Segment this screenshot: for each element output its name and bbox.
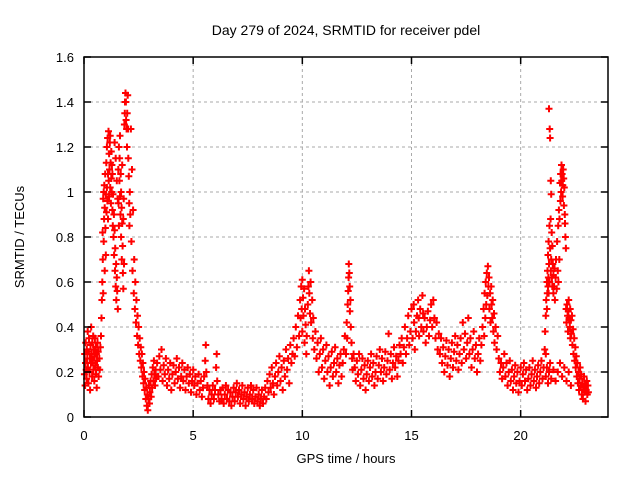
y-tick-label: 0.2	[56, 365, 74, 380]
x-tick-label: 0	[80, 428, 87, 443]
axis-ticks	[83, 56, 608, 418]
x-tick-label: 20	[513, 428, 527, 443]
chart-title: Day 279 of 2024, SRMTID for receiver pde…	[212, 22, 480, 38]
y-tick-label: 1	[67, 185, 74, 200]
x-tick-label: 10	[295, 428, 309, 443]
series-srmtid-markers	[80, 89, 592, 414]
y-tick-label: 0.6	[56, 275, 74, 290]
y-tick-label: 1.4	[56, 95, 74, 110]
y-tick-label: 0	[67, 410, 74, 425]
tick-labels: 0 5 10 15 20 0 0.2 0.4 0.6 0.8 1 1.2 1.4 1.6	[56, 50, 528, 443]
x-axis-label: GPS time / hours	[297, 451, 396, 466]
y-tick-label: 1.2	[56, 140, 74, 155]
y-tick-label: 1.6	[56, 50, 74, 65]
x-tick-label: 15	[404, 428, 418, 443]
y-tick-label: 0.8	[56, 230, 74, 245]
y-tick-label: 0.4	[56, 320, 74, 335]
y-axis-label: SRMTID / TECUs	[12, 185, 27, 288]
grid-lines	[84, 57, 608, 417]
x-tick-label: 5	[190, 428, 197, 443]
data-points	[80, 89, 592, 414]
